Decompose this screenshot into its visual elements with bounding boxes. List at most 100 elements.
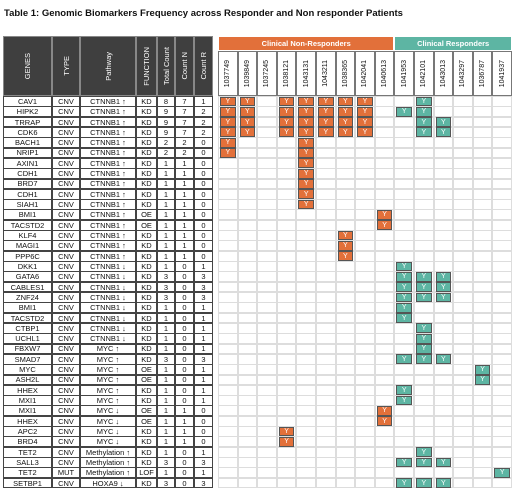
table-cell: HIPK2 — [3, 106, 52, 118]
table-cell: 1 — [157, 199, 175, 210]
patient-id-cell: 1042041 — [355, 51, 375, 96]
grid-cell — [472, 457, 493, 468]
grid-cell — [296, 250, 316, 262]
table-cell: TACSTD2 — [3, 219, 52, 231]
grid-cell — [394, 446, 414, 458]
table-cell: MYC ↓ — [80, 405, 136, 417]
grid-cell — [355, 467, 375, 479]
grid-cell — [433, 415, 454, 427]
table-cell: CTNNB1 ↓ — [80, 271, 136, 283]
table-cell: Methylation ↑ — [80, 467, 136, 479]
table-cell: 1 — [175, 250, 194, 262]
table-cell: OE — [136, 209, 157, 221]
grid-cell — [296, 467, 316, 479]
grid-cell — [335, 302, 356, 314]
table-cell: 3 — [194, 292, 213, 303]
mark-cell: Y — [278, 127, 295, 138]
grid-cell — [453, 188, 473, 200]
grid-cell — [374, 374, 395, 386]
mark-cell: Y — [298, 179, 314, 189]
table-cell: 1 — [157, 312, 175, 324]
grid-cell — [276, 395, 297, 406]
table-cell: BMI1 — [3, 302, 52, 314]
grid-cell — [355, 415, 375, 427]
grid-cell — [237, 199, 258, 210]
table-cell: CNV — [52, 292, 80, 303]
table-cell: 0 — [194, 436, 213, 448]
grid-cell — [433, 333, 454, 345]
grid-cell — [296, 374, 316, 386]
mark-cell: Y — [298, 96, 314, 107]
mark-cell: Y — [474, 375, 491, 385]
grid-cell — [374, 384, 395, 396]
patient-id-cell: 1037245 — [257, 51, 277, 96]
grid-cell — [218, 477, 238, 489]
grid-cell — [472, 209, 493, 221]
grid-cell — [237, 477, 258, 489]
table-cell: KD — [136, 477, 157, 489]
table-cell: CNV — [52, 415, 80, 427]
grid-cell — [355, 426, 375, 437]
table-cell: 1 — [194, 343, 213, 355]
grid-cell — [335, 209, 356, 221]
grid-cell — [414, 147, 434, 159]
table-cell: CNV — [52, 137, 80, 149]
header-cell: Count R — [194, 36, 213, 96]
table-cell: 0 — [175, 353, 194, 365]
table-cell: 0 — [194, 178, 213, 190]
mark-cell: Y — [435, 271, 452, 282]
grid-cell — [492, 219, 512, 231]
table-cell: MYC ↑ — [80, 353, 136, 365]
grid-cell — [257, 415, 277, 427]
mark-cell: Y — [337, 127, 354, 138]
mark-cell: Y — [278, 436, 295, 447]
grid-cell — [316, 446, 336, 458]
table-cell: 9 — [157, 126, 175, 138]
grid-cell — [492, 137, 512, 149]
table-cell: MUT — [52, 467, 80, 479]
table-cell: 1 — [157, 240, 175, 252]
mark-cell: Y — [357, 106, 373, 117]
table-cell: 1 — [157, 333, 175, 345]
grid-cell — [237, 209, 258, 221]
table-cell: 1 — [157, 364, 175, 376]
grid-cell — [257, 302, 277, 314]
grid-cell — [316, 157, 336, 169]
grid-cell — [316, 436, 336, 448]
grid-cell — [355, 188, 375, 200]
grid-cell — [257, 116, 277, 128]
table-cell: 0 — [194, 405, 213, 417]
mark-cell: Y — [357, 117, 373, 127]
grid-cell — [355, 240, 375, 252]
grid-cell — [237, 281, 258, 293]
grid-cell — [218, 240, 238, 252]
table-cell: SALL3 — [3, 457, 52, 468]
table-cell: 1 — [194, 261, 213, 272]
grid-cell — [218, 157, 238, 169]
grid-cell — [433, 312, 454, 324]
mark-cell: Y — [337, 96, 354, 107]
grid-cell — [237, 147, 258, 159]
grid-cell — [453, 322, 473, 334]
grid-cell — [453, 312, 473, 324]
grid-cell — [414, 384, 434, 396]
grid-cell — [472, 312, 493, 324]
table-cell: CNV — [52, 271, 80, 283]
grid-cell — [492, 281, 512, 293]
table-cell: KD — [136, 96, 157, 107]
grid-cell — [472, 157, 493, 169]
grid-cell — [237, 446, 258, 458]
grid-cell — [472, 477, 493, 489]
grid-cell — [218, 395, 238, 406]
grid-cell — [433, 446, 454, 458]
grid-cell — [492, 457, 512, 468]
grid-cell — [374, 312, 395, 324]
table-cell: CNV — [52, 302, 80, 314]
grid-cell — [237, 364, 258, 376]
grid-cell — [492, 250, 512, 262]
grid-cell — [355, 281, 375, 293]
grid-cell — [433, 96, 454, 107]
table-cell: CTNNB1 ↓ — [80, 281, 136, 293]
table-cell: 1 — [157, 374, 175, 386]
grid-cell — [394, 199, 414, 210]
